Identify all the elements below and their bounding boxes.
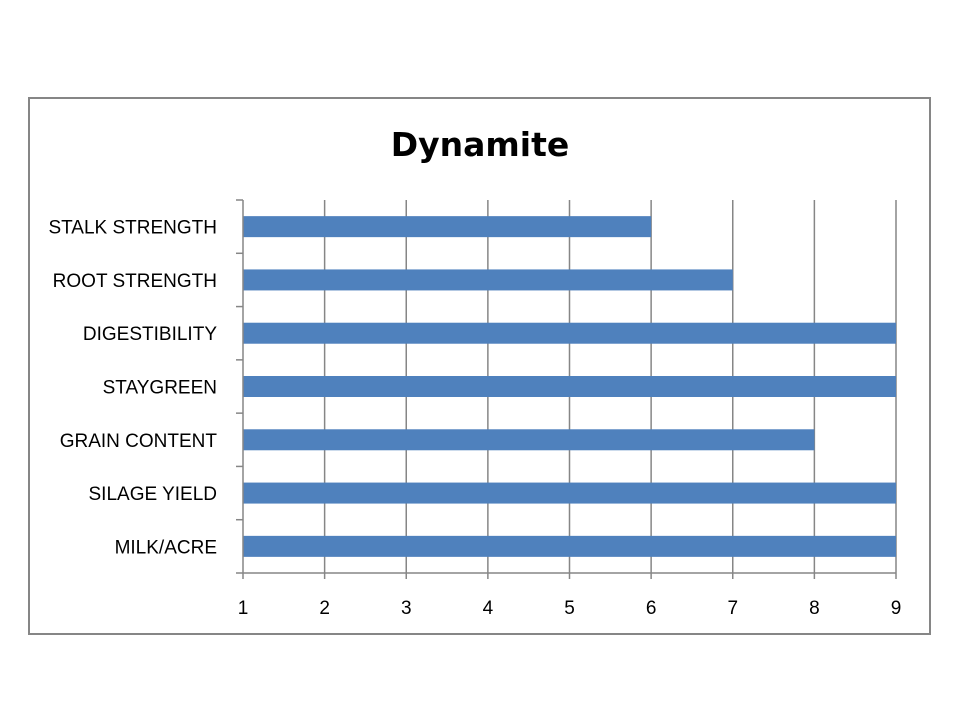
category-label: DIGESTIBILITY — [83, 324, 217, 345]
x-tick-label: 4 — [483, 598, 494, 619]
x-tick-label: 7 — [727, 598, 738, 619]
x-tick-label: 1 — [238, 598, 249, 619]
category-label: SILAGE YIELD — [89, 484, 218, 505]
category-label: GRAIN CONTENT — [60, 431, 218, 452]
labels: STALK STRENGTH ROOT STRENGTH DIGESTIBILITY… — [48, 218, 901, 619]
bar — [243, 535, 896, 557]
category-label: ROOT STRENGTH — [53, 271, 217, 292]
x-tick-label: 5 — [564, 598, 575, 619]
axes — [236, 199, 897, 579]
bars — [243, 216, 896, 557]
x-tick-label: 6 — [646, 598, 657, 619]
bar — [243, 216, 652, 238]
x-tick-label: 2 — [319, 598, 330, 619]
bar — [243, 322, 896, 344]
bar — [243, 429, 815, 451]
category-label: STALK STRENGTH — [48, 218, 217, 239]
chart-title: Dynamite — [390, 125, 570, 164]
bar — [243, 269, 733, 291]
category-label: MILK/ACRE — [115, 537, 217, 558]
bar — [243, 482, 896, 504]
x-tick-label: 3 — [401, 598, 412, 619]
x-tick-label: 9 — [891, 598, 902, 619]
bar — [243, 376, 896, 397]
category-label: STAYGREEN — [103, 378, 217, 399]
x-tick-label: 8 — [809, 598, 820, 619]
